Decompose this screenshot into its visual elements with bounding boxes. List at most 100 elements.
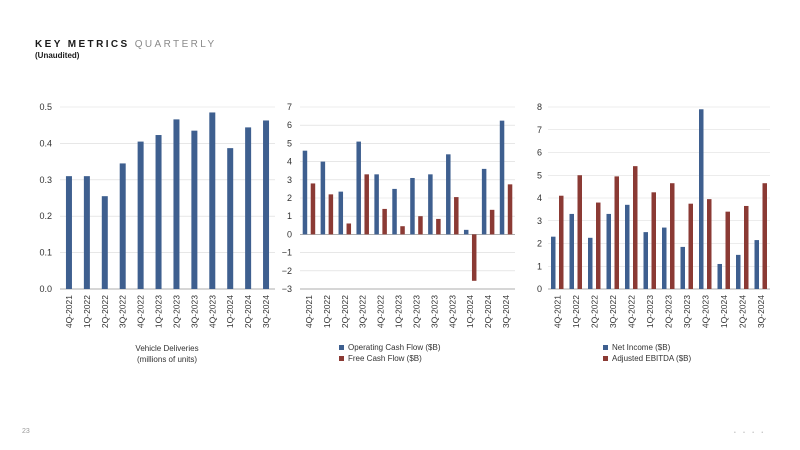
bar (320, 161, 326, 235)
bar (606, 213, 611, 289)
y-tick-label: 0.4 (39, 138, 52, 148)
y-tick-label: 5 (537, 170, 542, 180)
x-tick-label: 4Q-2022 (376, 295, 386, 328)
bar (263, 120, 270, 289)
bar (137, 141, 144, 289)
footer-dots: • • • • (734, 430, 767, 436)
legend-swatch-blue (603, 345, 608, 350)
y-tick-label: 1 (537, 261, 542, 271)
bar (688, 203, 693, 289)
bar (725, 211, 730, 289)
x-tick-label: 3Q-2024 (261, 295, 271, 328)
x-tick-label: 1Q-2023 (154, 295, 164, 328)
bar (651, 192, 656, 289)
bar (662, 227, 667, 289)
bar (302, 150, 308, 235)
y-tick-label: 4 (287, 157, 292, 167)
legend-item-adjusted-ebitda: Adjusted EBITDA ($B) (603, 354, 691, 363)
x-tick-label: 3Q-2023 (682, 295, 692, 328)
x-tick-label: 1Q-2022 (571, 295, 581, 328)
legend-swatch-red (339, 356, 344, 361)
bar (227, 148, 234, 289)
y-tick-label: −1 (282, 248, 292, 258)
bar (392, 188, 397, 235)
x-tick-label: 2Q-2024 (483, 295, 493, 328)
x-tick-label: 1Q-2023 (645, 295, 655, 328)
bar (454, 197, 459, 235)
bar (680, 246, 685, 289)
bar (428, 174, 433, 235)
y-tick-label: 1 (287, 211, 292, 221)
x-tick-label: 3Q-2024 (756, 295, 766, 328)
bar (356, 141, 361, 235)
bar (410, 177, 415, 235)
bar (551, 236, 556, 289)
legend-label-net-income: Net Income ($B) (612, 343, 671, 352)
bar (463, 229, 469, 235)
x-tick-label: 1Q-2024 (225, 295, 235, 328)
bar (346, 223, 352, 235)
y-tick-label: 0.1 (39, 248, 52, 258)
bar (596, 202, 601, 289)
bar (699, 109, 704, 290)
x-tick-label: 2Q-2023 (171, 295, 181, 328)
legend-label-operating-cash-flow: Operating Cash Flow ($B) (348, 343, 441, 352)
bar (736, 254, 741, 289)
bar (577, 175, 582, 289)
x-tick-label: 3Q-2024 (501, 295, 511, 328)
y-tick-label: 0 (287, 229, 292, 239)
bar (481, 168, 487, 235)
legend-swatch-red (603, 356, 608, 361)
x-tick-label: 1Q-2022 (82, 295, 92, 328)
y-tick-label: 0.3 (39, 175, 52, 185)
y-tick-label: 8 (537, 102, 542, 112)
x-tick-label: 1Q-2023 (394, 295, 404, 328)
x-tick-label: 3Q-2023 (429, 295, 439, 328)
legend-label-free-cash-flow: Free Cash Flow ($B) (348, 354, 422, 363)
bar (364, 174, 369, 235)
bar (614, 176, 619, 289)
page-title: KEY METRICS QUARTERLY (35, 39, 217, 50)
bar (559, 195, 564, 289)
y-tick-label: 3 (537, 216, 542, 226)
x-tick-label: 1Q-2024 (465, 295, 475, 328)
bar (173, 119, 180, 289)
page-subtitle: (Unaudited) (35, 51, 80, 60)
bar (119, 163, 126, 289)
x-tick-label: 4Q-2022 (136, 295, 146, 328)
bar (382, 208, 387, 235)
bar (101, 196, 108, 289)
x-tick-label: 2Q-2023 (411, 295, 421, 328)
bar (446, 154, 451, 235)
bar (328, 194, 334, 235)
y-tick-label: 0 (537, 284, 542, 294)
x-tick-label: 1Q-2024 (719, 295, 729, 328)
y-tick-label: 3 (287, 175, 292, 185)
bar (471, 234, 477, 281)
x-tick-label: 2Q-2023 (663, 295, 673, 328)
bar (400, 226, 405, 235)
deliveries-caption-line1: Vehicle Deliveries (135, 344, 199, 353)
y-tick-label: 7 (537, 125, 542, 135)
bar (744, 205, 749, 289)
y-tick-label: 6 (537, 148, 542, 158)
bar (65, 176, 72, 289)
x-tick-label: 3Q-2023 (189, 295, 199, 328)
y-tick-label: 2 (287, 193, 292, 203)
bar (338, 191, 344, 235)
x-tick-label: 3Q-2022 (358, 295, 368, 328)
x-tick-label: 4Q-2021 (304, 295, 314, 328)
x-tick-label: 2Q-2022 (340, 295, 350, 328)
legend-swatch-blue (339, 345, 344, 350)
x-tick-label: 2Q-2022 (589, 295, 599, 328)
bar (489, 209, 495, 235)
y-tick-label: −3 (282, 284, 292, 294)
bar (310, 183, 316, 235)
x-tick-label: 2Q-2022 (100, 295, 110, 328)
x-tick-label: 4Q-2023 (700, 295, 710, 328)
x-tick-label: 2Q-2024 (243, 295, 253, 328)
vehicle-deliveries-chart: 0.0 0.1 0.2 0.3 0.4 0.5 4Q-2021 1Q-2022 2Q-2022 3… (39, 102, 275, 328)
page-number: 23 (22, 428, 30, 435)
y-tick-label: 2 (537, 239, 542, 249)
